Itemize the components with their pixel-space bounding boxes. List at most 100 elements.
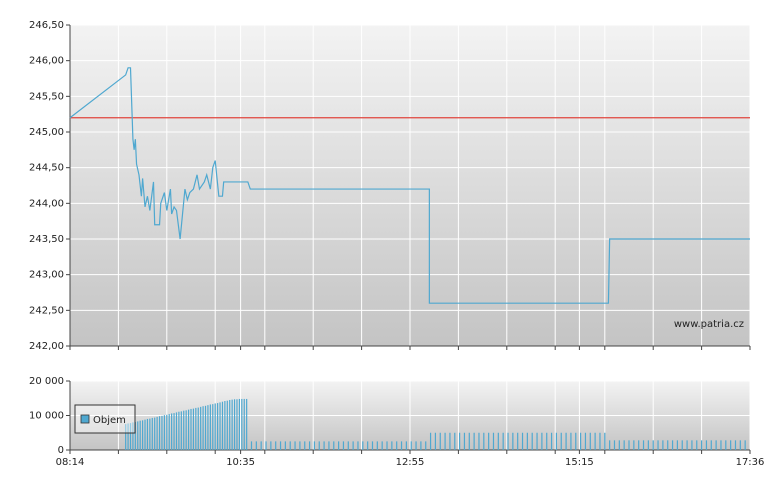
volume-bar xyxy=(449,432,451,450)
x-tick-label: 12:55 xyxy=(396,457,425,468)
volume-bar xyxy=(391,441,393,450)
volume-bar xyxy=(415,441,417,450)
volume-bar xyxy=(584,432,587,450)
x-tick-label: 10:35 xyxy=(226,457,255,468)
volume-bar xyxy=(284,441,286,450)
volume-bar xyxy=(686,440,688,450)
volume-bar xyxy=(192,408,195,450)
volume-bar xyxy=(594,432,596,450)
volume-bar xyxy=(224,401,226,450)
volume-bar xyxy=(502,432,504,450)
volume-bar xyxy=(647,440,649,450)
volume-bar xyxy=(132,422,134,450)
y-tick-label: 244,50 xyxy=(29,163,64,174)
volume-bar xyxy=(231,399,233,450)
volume-bar xyxy=(618,440,620,450)
volume-bar xyxy=(710,440,712,450)
volume-bar xyxy=(691,440,693,450)
volume-bar xyxy=(623,440,625,450)
volume-bar xyxy=(185,410,187,450)
y-tick-label: 243,00 xyxy=(29,270,64,281)
volume-bar xyxy=(187,409,190,450)
x-tick-label: 15:15 xyxy=(565,457,594,468)
volume-bar xyxy=(609,440,611,450)
volume-bar xyxy=(410,441,412,450)
volume-bar xyxy=(146,418,149,450)
volume-bar xyxy=(129,423,132,450)
volume-bar xyxy=(180,411,182,450)
volume-bar xyxy=(604,432,606,450)
volume-bar xyxy=(565,432,567,450)
x-tick-label: 17:36 xyxy=(736,457,765,468)
volume-bar xyxy=(342,441,345,450)
volume-bar xyxy=(226,400,228,450)
price-line xyxy=(69,67,750,304)
volume-bar xyxy=(200,406,202,450)
volume-bar xyxy=(207,405,209,450)
volume-bar xyxy=(550,432,553,450)
volume-bar xyxy=(367,441,369,450)
volume-bar xyxy=(720,440,722,450)
volume-bar xyxy=(217,403,219,450)
volume-bar xyxy=(156,416,158,450)
volume-bar xyxy=(209,404,211,450)
volume-bar xyxy=(260,441,262,450)
volume-bar xyxy=(173,413,175,450)
volume-bar xyxy=(202,406,204,450)
volume-bar xyxy=(454,432,456,450)
volume-bar xyxy=(279,441,282,450)
volume-bar xyxy=(425,441,427,450)
volume-bar xyxy=(168,414,170,450)
volume-bar xyxy=(154,417,156,450)
volume-bar xyxy=(144,419,146,450)
volume-bar xyxy=(221,401,224,450)
volume-bar xyxy=(318,441,320,450)
volume-bar xyxy=(219,402,221,450)
volume-bar xyxy=(434,432,437,450)
volume-bar xyxy=(444,432,446,450)
volume-bar xyxy=(459,432,461,450)
volume-bar xyxy=(662,440,664,450)
volume-bar xyxy=(638,440,640,450)
volume-bar xyxy=(171,413,173,450)
y-tick-label: 246,00 xyxy=(29,56,64,67)
volume-bar xyxy=(575,432,577,450)
volume-bar xyxy=(236,399,238,450)
y-tick-label: 245,00 xyxy=(29,127,64,138)
volume-bar xyxy=(715,440,717,450)
volume-bar xyxy=(517,432,519,450)
volume-bar xyxy=(705,440,708,450)
volume-bar xyxy=(512,432,514,450)
volume-bar xyxy=(405,441,407,450)
volume-bar xyxy=(238,398,240,450)
y-tick-label: 0 xyxy=(58,445,64,456)
volume-bar xyxy=(347,441,349,450)
volume-bar xyxy=(570,432,572,450)
volume-bar xyxy=(488,432,490,450)
volume-bar xyxy=(212,404,214,450)
volume-bar xyxy=(149,418,151,450)
volume-bar xyxy=(246,398,248,450)
volume-bar xyxy=(478,432,480,450)
volume-bar xyxy=(214,403,216,450)
volume-bar xyxy=(151,417,153,450)
volume-bar xyxy=(730,440,732,450)
volume-bar xyxy=(657,440,659,450)
volume-bar xyxy=(492,432,495,450)
volume-bar xyxy=(580,432,582,450)
volume-bar xyxy=(338,441,340,450)
volume-bar xyxy=(652,440,654,450)
volume-bar xyxy=(229,399,231,450)
volume-bar xyxy=(308,441,311,450)
volume-bar xyxy=(175,412,178,450)
volume-bar xyxy=(536,432,538,450)
volume-bar xyxy=(463,432,466,450)
volume-bar xyxy=(396,441,398,450)
y-tick-label: 10 000 xyxy=(29,411,64,422)
volume-bar xyxy=(701,440,703,450)
volume-bar xyxy=(233,399,236,450)
volume-bar xyxy=(613,440,616,450)
volume-bar xyxy=(371,441,374,450)
volume-bar xyxy=(628,440,630,450)
